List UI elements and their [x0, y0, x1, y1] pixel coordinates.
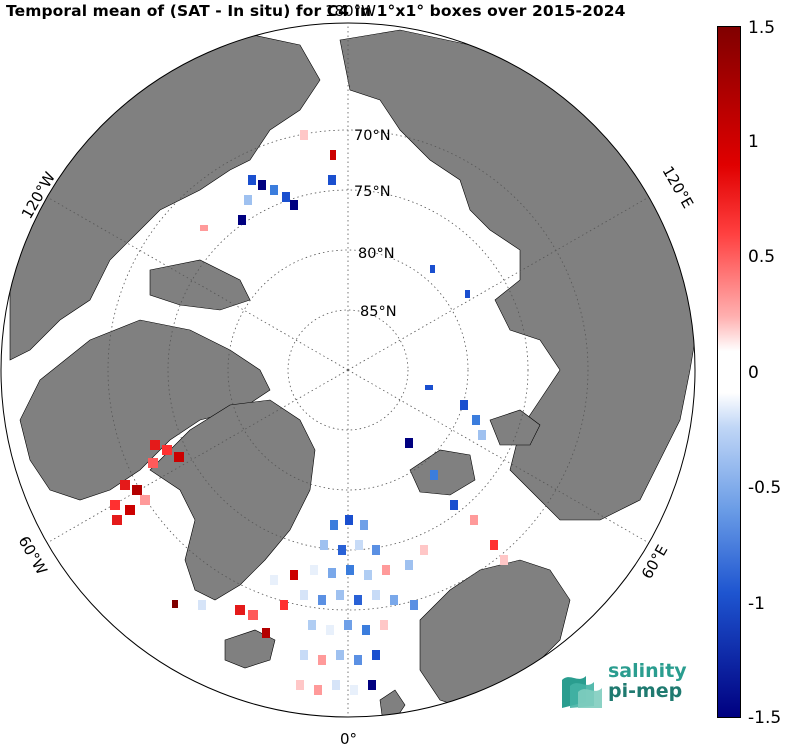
map-title: Temporal mean of (SAT - In situ) for C4 …: [6, 2, 626, 20]
logo-text-salinity: salinity: [608, 660, 687, 682]
lat-label-80: 80°N: [358, 246, 395, 262]
graticule: [46, 23, 650, 717]
beaufort-cluster: [200, 130, 336, 231]
lat-label-75: 75°N: [354, 184, 391, 200]
greenland-sea-red: [172, 600, 270, 638]
colorbar-tick-neg0.5: -0.5: [748, 478, 782, 498]
colorbar-tick-1: 1: [748, 132, 759, 152]
colorbar-tick-neg1.5: -1.5: [748, 708, 782, 728]
map-border: [0, 22, 696, 718]
colorbar-tick-neg1: -1: [748, 594, 765, 614]
baffin-bay-cluster: [110, 440, 184, 525]
nordic-seas-cluster: [270, 515, 428, 695]
lon-label-0: 0°: [340, 730, 357, 747]
data-boxes: [110, 130, 508, 695]
lon-label-120e: 120°E: [659, 163, 697, 211]
lat-label-70: 70°N: [354, 128, 391, 144]
barents-cluster: [405, 265, 508, 565]
colorbar: [717, 26, 741, 718]
lat-label-85: 85°N: [360, 304, 397, 320]
logo-text-pimep: pi-mep: [608, 680, 683, 702]
colorbar-tick-0.5: 0.5: [748, 247, 776, 267]
logo-waves-icon: [562, 676, 602, 708]
salinity-pimep-logo: salinity pi-mep: [560, 660, 690, 710]
colorbar-tick-0: 0: [748, 363, 759, 383]
colorbar-tick-1.5: 1.5: [748, 18, 776, 38]
lon-label-180w: 180°W: [325, 2, 376, 20]
